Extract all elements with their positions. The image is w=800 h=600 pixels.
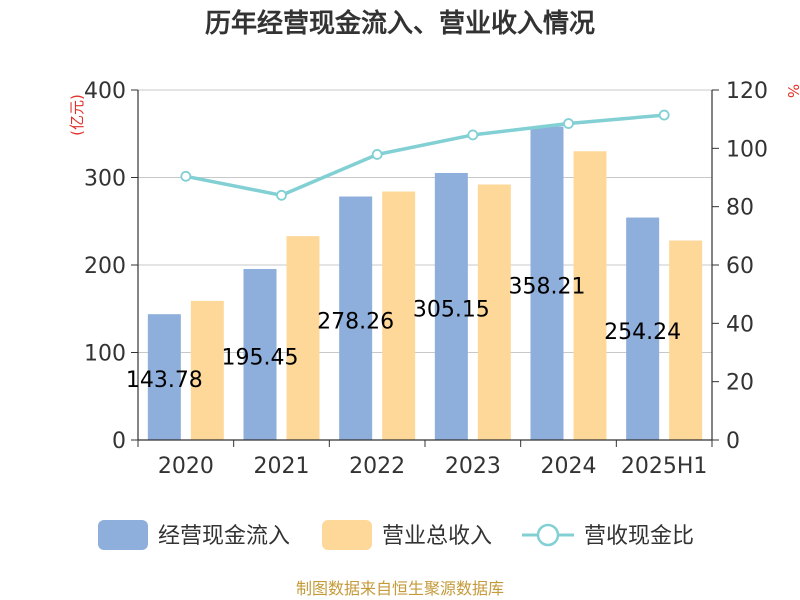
bar-cash-inflow <box>339 196 373 440</box>
legend-swatch-cash-inflow <box>98 520 148 550</box>
right-tick-label: 100 <box>726 137 768 162</box>
bar-total-revenue <box>573 151 607 440</box>
data-labels: 143.78 195.45 278.26 305.15 358.21 254.24 <box>126 274 681 393</box>
bar-total-revenue <box>477 184 511 440</box>
x-tick-label: 2025H1 <box>621 454 708 479</box>
x-tick-label: 2022 <box>349 454 405 479</box>
left-tick-label: 0 <box>112 429 126 454</box>
ratio-line-path <box>185 113 665 198</box>
bar-data-label: 254.24 <box>604 320 681 345</box>
bar-cash-inflow <box>626 217 660 440</box>
x-tick-label: 2021 <box>254 454 310 479</box>
bar-data-label: 143.78 <box>126 368 203 393</box>
left-tick-label: 100 <box>84 342 126 367</box>
bar-data-label: 358.21 <box>509 274 586 299</box>
left-tick-label: 300 <box>84 167 126 192</box>
bar-total-revenue <box>382 191 416 440</box>
bar-cash-inflow <box>434 172 468 440</box>
bar-total-revenue <box>190 300 224 440</box>
bar-data-label: 278.26 <box>317 309 394 334</box>
source-note: 制图数据来自恒生聚源数据库 <box>296 579 504 598</box>
legend: 经营现金流入 营业总收入 营收现金比 <box>98 520 694 550</box>
x-tick-label: 2024 <box>541 454 597 479</box>
chart-title: 历年经营现金流入、营业收入情况 <box>205 8 595 39</box>
ratio-point <box>180 170 192 182</box>
right-axis-unit: % <box>784 84 800 98</box>
right-tick-label: 20 <box>726 371 754 396</box>
right-tick-label: 40 <box>726 312 754 337</box>
legend-label-cash-inflow: 经营现金流入 <box>158 524 290 549</box>
legend-swatch-ratio-point <box>536 523 560 547</box>
ratio-point <box>467 129 479 141</box>
legend-label-ratio: 营收现金比 <box>584 524 694 549</box>
bar-cash-inflow <box>243 268 277 440</box>
bar-total-revenue <box>286 236 320 440</box>
grid-lines <box>138 89 712 353</box>
legend-label-total-revenue: 营业总收入 <box>382 524 492 549</box>
ratio-point <box>658 109 670 121</box>
bar-cash-inflow <box>147 314 181 440</box>
x-tick-label: 2023 <box>445 454 501 479</box>
bar-data-label: 195.45 <box>222 345 299 370</box>
right-tick-label: 120 <box>726 79 768 104</box>
left-tick-label: 400 <box>84 79 126 104</box>
right-tick-label: 60 <box>726 254 754 279</box>
right-tick-label: 80 <box>726 196 754 221</box>
ratio-point <box>371 149 383 160</box>
axes: 0 100 200 300 400 0 20 40 60 80 100 120 2020 2021 2022… <box>84 79 768 479</box>
legend-swatch-total-revenue <box>322 520 372 550</box>
bars <box>147 126 703 440</box>
bar-total-revenue <box>669 240 703 440</box>
ratio-point <box>563 118 574 129</box>
left-tick-label: 200 <box>84 254 126 279</box>
x-tick-label: 2020 <box>158 454 214 479</box>
right-tick-label: 0 <box>726 429 740 454</box>
bar-data-label: 305.15 <box>413 297 490 322</box>
bar-cash-inflow <box>530 126 564 440</box>
ratio-line <box>180 109 670 201</box>
left-axis-unit: (亿元) <box>68 94 86 136</box>
ratio-point <box>276 189 287 201</box>
